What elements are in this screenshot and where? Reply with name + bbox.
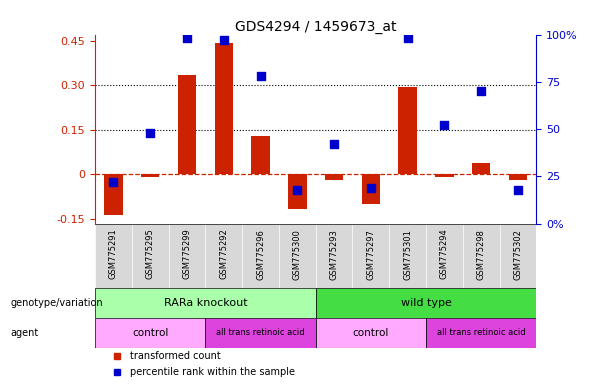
Bar (288, 174, 306, 209)
Point (513, 187, 523, 193)
Text: GSM775298: GSM775298 (477, 229, 485, 280)
Bar (463, 223, 500, 288)
Point (329, 141, 339, 147)
Bar (352, 223, 389, 288)
Bar (509, 174, 527, 180)
Bar (316, 288, 536, 318)
Point (145, 130, 155, 136)
Text: GSM775302: GSM775302 (514, 229, 522, 280)
Bar (215, 43, 233, 174)
Bar (325, 174, 343, 180)
Text: GSM775292: GSM775292 (219, 229, 228, 280)
Text: GSM775294: GSM775294 (440, 229, 449, 280)
Point (182, 35, 192, 41)
Bar (242, 223, 279, 288)
Bar (472, 162, 490, 174)
Bar (178, 75, 196, 174)
Bar (205, 318, 316, 348)
Text: GSM775291: GSM775291 (109, 229, 118, 280)
Text: all trans retinoic acid: all trans retinoic acid (216, 328, 305, 338)
Text: percentile rank within the sample: percentile rank within the sample (131, 367, 295, 377)
Point (403, 35, 413, 41)
Bar (141, 174, 159, 177)
Bar (104, 174, 123, 215)
Bar (398, 87, 417, 174)
Bar (205, 223, 242, 288)
Bar (279, 223, 316, 288)
Text: GSM775293: GSM775293 (330, 229, 338, 280)
Bar (389, 223, 426, 288)
Point (476, 88, 486, 94)
Point (440, 122, 449, 128)
Text: GSM775299: GSM775299 (183, 229, 191, 280)
Bar (426, 223, 463, 288)
Point (109, 179, 118, 185)
Bar (500, 223, 536, 288)
Text: control: control (352, 328, 389, 338)
Text: RARa knockout: RARa knockout (164, 298, 247, 308)
Bar (169, 223, 205, 288)
Text: genotype/variation: genotype/variation (10, 298, 103, 308)
Text: GSM775296: GSM775296 (256, 229, 265, 280)
Text: wild type: wild type (401, 298, 451, 308)
Text: control: control (132, 328, 169, 338)
Bar (362, 174, 380, 204)
Text: agent: agent (10, 328, 39, 338)
Text: GSM775295: GSM775295 (146, 229, 154, 280)
Bar (426, 318, 536, 348)
Text: GSM775297: GSM775297 (367, 229, 375, 280)
Text: all trans retinoic acid: all trans retinoic acid (437, 328, 525, 338)
Bar (435, 174, 454, 177)
Bar (251, 136, 270, 174)
Point (292, 187, 302, 193)
Point (366, 185, 376, 191)
Title: GDS4294 / 1459673_at: GDS4294 / 1459673_at (235, 20, 397, 33)
Bar (316, 223, 352, 288)
Bar (95, 223, 132, 288)
Bar (316, 318, 426, 348)
Bar (132, 223, 169, 288)
Point (256, 73, 265, 79)
Bar (95, 318, 205, 348)
Text: GSM775301: GSM775301 (403, 229, 412, 280)
Text: transformed count: transformed count (131, 351, 221, 361)
Bar (95, 288, 316, 318)
Point (219, 37, 229, 43)
Text: GSM775300: GSM775300 (293, 229, 302, 280)
